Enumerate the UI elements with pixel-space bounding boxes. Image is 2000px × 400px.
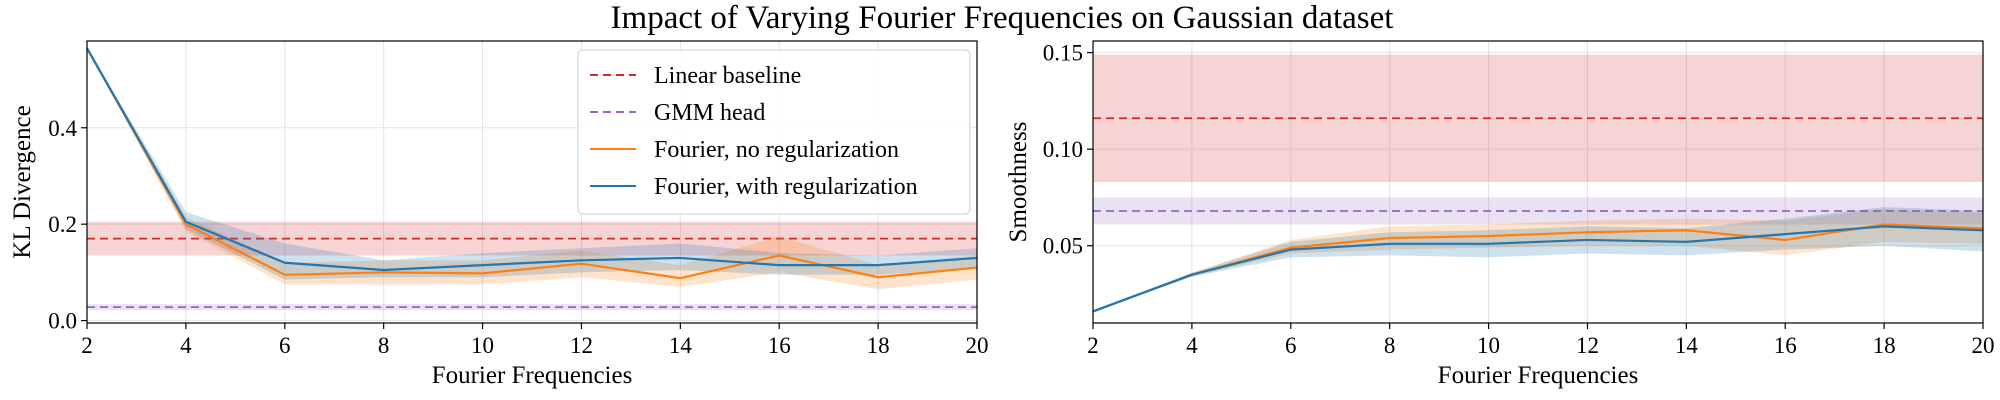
plot-frame xyxy=(1092,40,1984,324)
x-tick-label: 10 xyxy=(471,333,494,358)
x-tick-label: 14 xyxy=(669,333,693,358)
x-tick-label: 14 xyxy=(1675,333,1699,358)
legend-label: Fourier, no regularization xyxy=(654,137,899,163)
y-tick-label: 0.4 xyxy=(48,116,77,141)
x-tick-label: 8 xyxy=(378,333,390,358)
x-tick-label: 18 xyxy=(867,333,890,358)
figure-title: Impact of Varying Fourier Frequencies on… xyxy=(611,0,1394,36)
x-axis-label: Fourier Frequencies xyxy=(432,362,633,389)
kl-divergence-panel: 2 4 6 8 10 12 14 16 18 20 0.0 0.2 0.4 Fourier Frequen… xyxy=(9,40,989,389)
legend-label: Linear baseline xyxy=(654,63,801,89)
plot-frame xyxy=(86,40,978,324)
series-band xyxy=(87,48,977,280)
x-tick-label: 12 xyxy=(570,333,593,358)
series-line xyxy=(86,47,978,280)
x-tick-label: 4 xyxy=(1186,333,1198,358)
y-tick-label: 0.0 xyxy=(48,309,77,334)
x-tick-label: 18 xyxy=(1873,333,1896,358)
x-tick-label: 16 xyxy=(1774,333,1797,358)
x-tick-label: 20 xyxy=(966,333,989,358)
series-band xyxy=(1093,209,1983,312)
x-tick-label: 20 xyxy=(1972,333,1995,358)
legend-label: Fourier, with regularization xyxy=(654,174,918,200)
x-axis-label: Fourier Frequencies xyxy=(1438,362,1639,389)
smoothness-panel: 2 4 6 8 10 12 14 16 18 20 0.05 0.10 0.15 Fourier Freq… xyxy=(1005,40,1995,389)
y-tick-label: 0.15 xyxy=(1043,41,1083,66)
series-line xyxy=(1092,225,1984,313)
y-tick-label: 0.10 xyxy=(1043,137,1083,162)
y-tick-label: 0.2 xyxy=(48,212,77,237)
y-axis-label: Smoothness xyxy=(1005,122,1032,243)
x-tick-label: 2 xyxy=(81,333,93,358)
x-tick-label: 2 xyxy=(1087,333,1099,358)
x-tick-label: 8 xyxy=(1384,333,1396,358)
x-tick-label: 16 xyxy=(768,333,791,358)
x-tick-label: 10 xyxy=(1477,333,1500,358)
y-tick-label: 0.05 xyxy=(1043,234,1083,259)
legend-box xyxy=(577,49,971,215)
series-line xyxy=(86,47,978,272)
legend: Linear baseline GMM head Fourier, no regul… xyxy=(577,49,971,215)
x-tick-label: 4 xyxy=(180,333,192,358)
x-tick-label: 6 xyxy=(279,333,291,358)
series-band xyxy=(1093,207,1983,312)
x-tick-label: 12 xyxy=(1576,333,1599,358)
x-tick-label: 6 xyxy=(1285,333,1297,358)
legend-label: GMM head xyxy=(654,100,765,126)
y-axis-label: KL Divergence xyxy=(9,105,36,258)
